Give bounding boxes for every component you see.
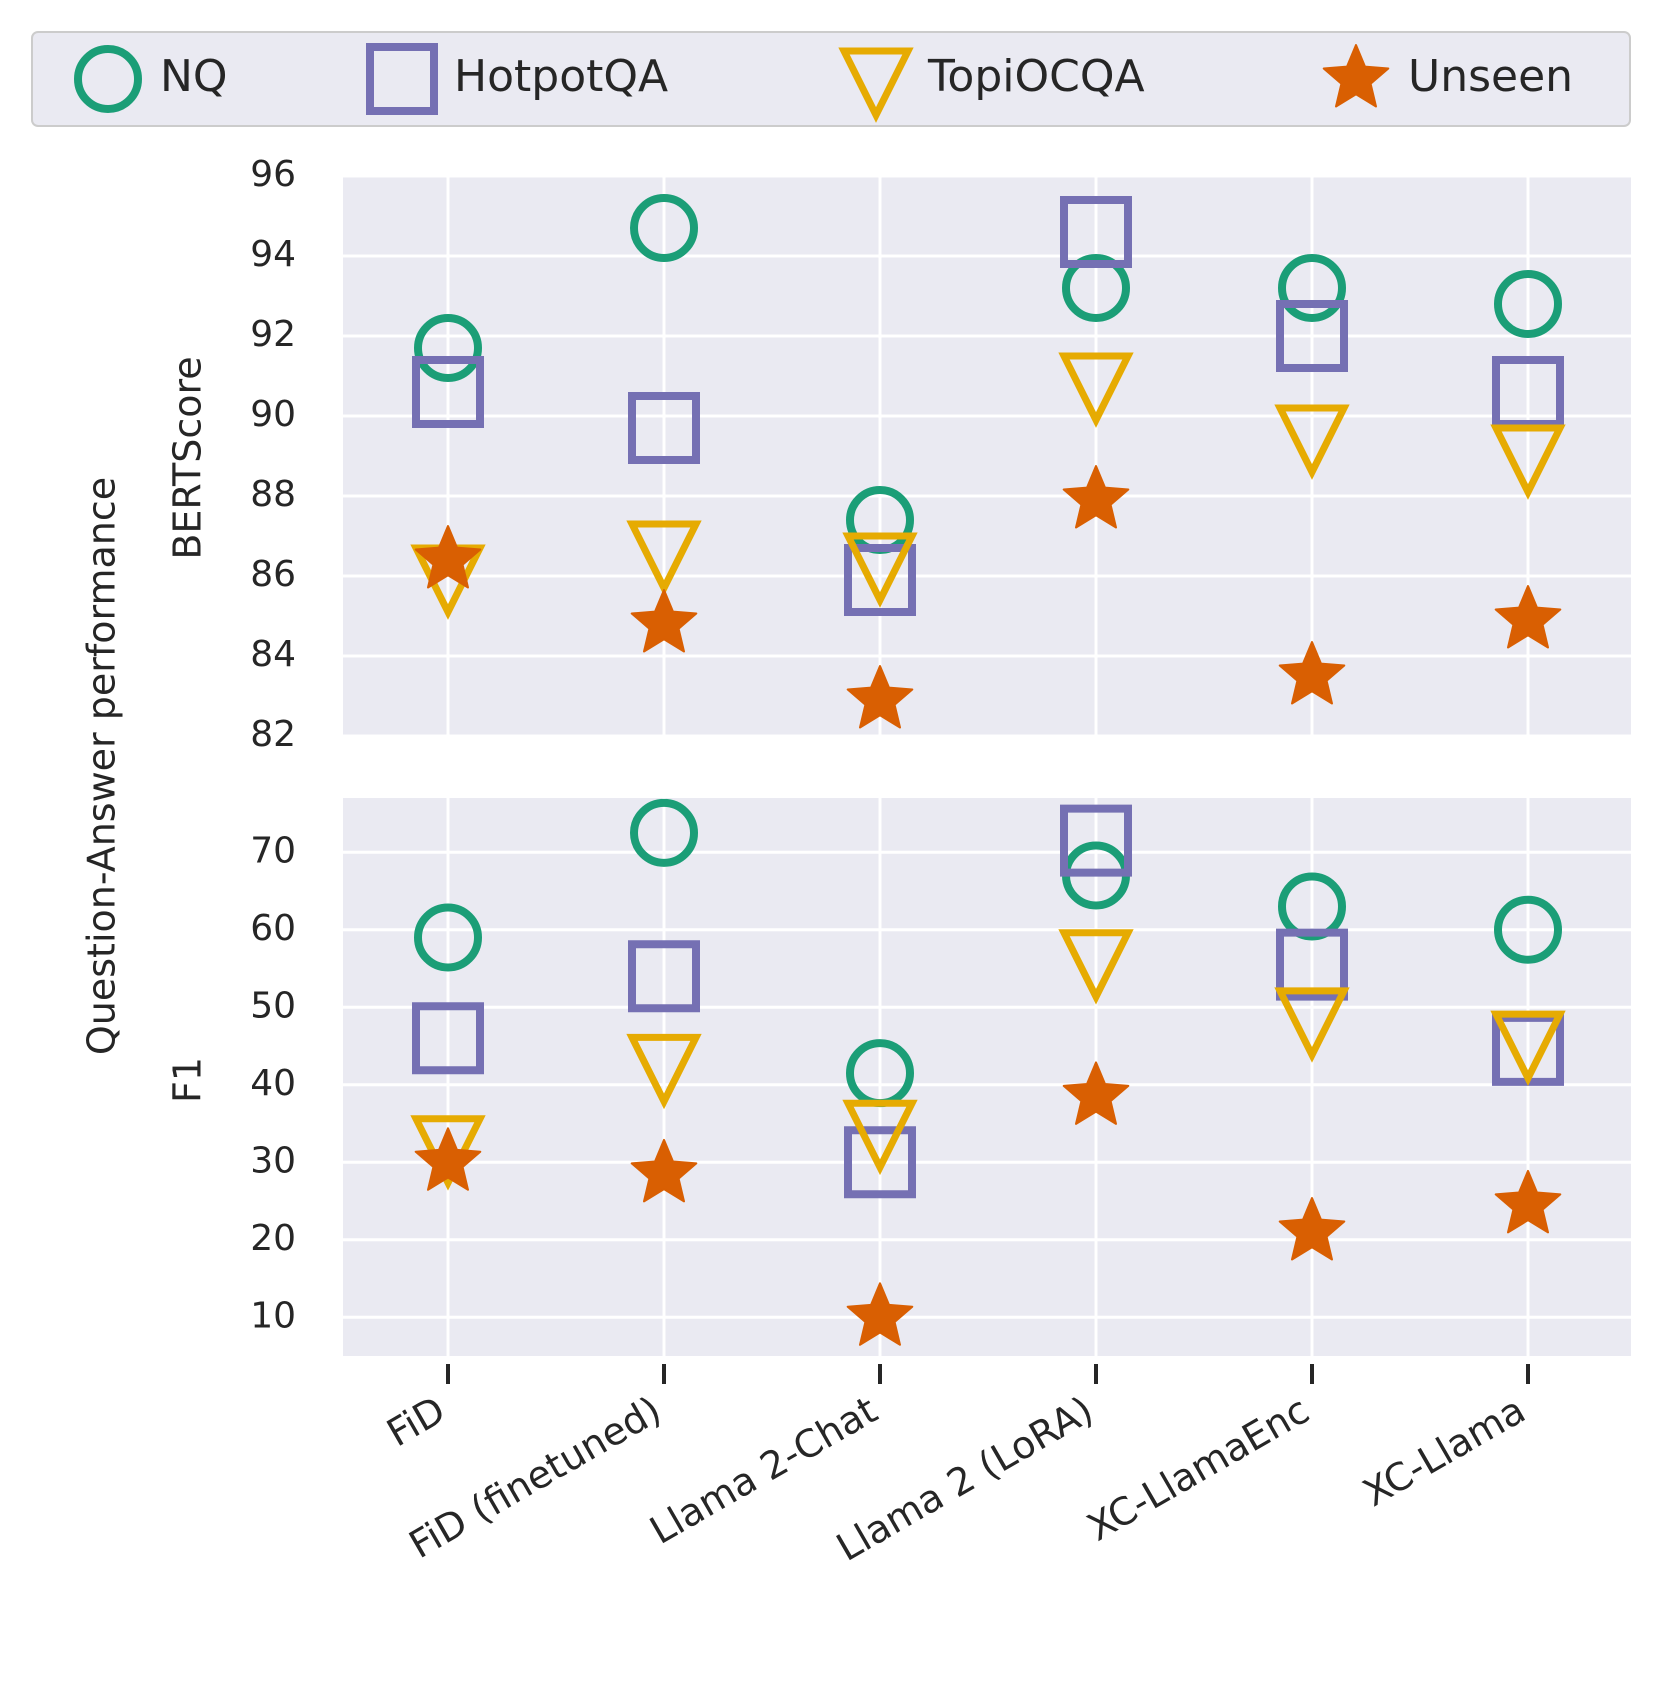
point-hotpotqa-bertscore [1276, 300, 1348, 372]
point-hotpotqa-f1 [628, 940, 700, 1013]
point-topiocqa-bertscore [842, 532, 918, 608]
point-topiocqa-f1 [842, 1099, 918, 1176]
point-unseen-bertscore [1494, 585, 1562, 649]
legend-label-hotpotqa: HotpotQA [454, 51, 668, 102]
point-topiocqa-bertscore [1490, 424, 1566, 500]
point-nq-f1 [630, 798, 698, 867]
point-nq-f1 [414, 903, 482, 972]
y-tick-label: 50 [250, 985, 296, 1026]
point-hotpotqa-bertscore [844, 544, 916, 616]
f1-ylabel: F1 [166, 1057, 210, 1103]
legend-label-nq: NQ [160, 51, 228, 102]
point-nq-bertscore [1062, 254, 1130, 322]
point-nq-bertscore [414, 314, 482, 382]
y-tick-label: 86 [250, 554, 296, 595]
point-topiocqa-f1 [626, 1033, 702, 1110]
point-hotpotqa-bertscore [1492, 356, 1564, 428]
y-tick-label: 10 [250, 1295, 296, 1336]
point-hotpotqa-f1 [412, 1002, 484, 1075]
y-tick-label: 96 [250, 154, 296, 195]
point-nq-bertscore [1494, 270, 1562, 338]
legend-label-unseen: Unseen [1408, 51, 1573, 102]
legend-marker-nq [74, 45, 142, 113]
point-topiocqa-f1 [1274, 987, 1350, 1063]
point-topiocqa-bertscore [1058, 352, 1134, 428]
point-topiocqa-bertscore [626, 520, 702, 596]
point-unseen-f1 [1278, 1197, 1346, 1261]
f1-panel [343, 798, 1631, 1356]
point-unseen-f1 [846, 1282, 914, 1346]
point-unseen-bertscore [630, 589, 698, 653]
point-topiocqa-f1 [1490, 1010, 1566, 1086]
point-hotpotqa-f1 [1060, 804, 1132, 877]
point-hotpotqa-bertscore [628, 392, 700, 464]
bertscore-ylabel: BERTScore [166, 356, 210, 559]
point-topiocqa-f1 [1058, 929, 1134, 1005]
legend-marker-unseen [1322, 44, 1390, 108]
point-unseen-f1 [414, 1127, 482, 1191]
y-tick-label: 30 [250, 1140, 296, 1181]
y-tick-label: 94 [250, 234, 296, 275]
y-tick-label: 92 [250, 314, 296, 355]
point-nq-bertscore [1278, 254, 1346, 322]
point-nq-f1 [1494, 895, 1562, 964]
legend-marker-hotpotqa [366, 43, 438, 115]
point-unseen-bertscore [1278, 641, 1346, 705]
legend-label-topiocqa: TopiOCQA [927, 51, 1145, 102]
point-unseen-f1 [1062, 1061, 1130, 1125]
legend: NQ HotpotQA TopiOCQA Unseen [31, 31, 1631, 127]
x-tick-label: XC-LlamaEnc [1080, 1388, 1317, 1550]
point-hotpotqa-bertscore [1060, 196, 1132, 268]
y-tick-label: 40 [250, 1063, 296, 1104]
y-tick-label: 70 [250, 830, 296, 871]
point-nq-bertscore [630, 194, 698, 262]
point-unseen-f1 [630, 1138, 698, 1203]
legend-marker-topiocqa [838, 47, 914, 123]
bertscore-panel [343, 176, 1631, 736]
point-unseen-f1 [1494, 1169, 1562, 1234]
y-tick-label: 60 [250, 908, 296, 949]
y-tick-label: 20 [250, 1218, 296, 1259]
y-tick-label: 82 [250, 714, 296, 755]
point-hotpotqa-f1 [1276, 928, 1348, 1001]
point-topiocqa-bertscore [1274, 404, 1350, 480]
point-hotpotqa-f1 [844, 1126, 916, 1199]
point-hotpotqa-bertscore [412, 356, 484, 428]
y-tick-label: 88 [250, 474, 296, 515]
outer-ylabel: Question-Answer performance [80, 477, 124, 1055]
x-tick-label: XC-Llama [1356, 1388, 1533, 1516]
point-unseen-bertscore [846, 665, 914, 729]
point-unseen-bertscore [1062, 465, 1130, 529]
x-tick-label: FiD [379, 1388, 452, 1456]
y-tick-label: 84 [250, 634, 296, 675]
point-unseen-bertscore [414, 525, 482, 589]
y-tick-label: 90 [250, 394, 296, 435]
